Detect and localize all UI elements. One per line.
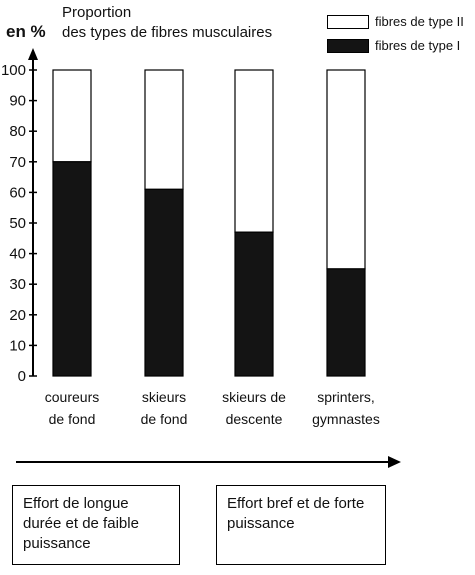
- x-category-label: skieurs: [142, 389, 186, 405]
- bar-type-ii: [52, 69, 92, 163]
- y-axis-unit-label: en %: [6, 22, 46, 41]
- y-tick-label: 90: [9, 93, 26, 110]
- chart-subtitle: des types de fibres musculaires: [62, 24, 273, 41]
- y-tick-label: 50: [9, 215, 26, 232]
- legend-swatch-type-i: [327, 38, 369, 53]
- bar-type-i: [144, 188, 184, 377]
- bar-type-i: [326, 268, 366, 377]
- bar-type-ii: [234, 69, 274, 233]
- y-tick-label: 20: [9, 307, 26, 324]
- x-category-label: sprinters,: [317, 389, 375, 405]
- x-category-label: skieurs de: [222, 389, 286, 405]
- legend-item-type-i: fibres de type I: [327, 38, 460, 53]
- y-tick-label: 100: [1, 62, 26, 79]
- y-tick-label: 0: [18, 368, 26, 385]
- y-tick-label: 60: [9, 184, 26, 201]
- bar-type-i: [234, 231, 274, 377]
- x-category-label: gymnastes: [312, 411, 380, 427]
- y-tick-label: 80: [9, 123, 26, 140]
- legend-label-type-ii: fibres de type II: [375, 14, 464, 29]
- caption-short-effort: Effort bref et de forte puissance: [216, 485, 386, 565]
- chart-title: Proportion: [62, 4, 132, 21]
- y-tick-label: 70: [9, 154, 26, 171]
- y-tick-label: 30: [9, 276, 26, 293]
- legend-item-type-ii: fibres de type II: [327, 14, 464, 29]
- bar-type-ii: [144, 69, 184, 190]
- effort-arrow-head: [388, 456, 401, 468]
- x-category-label: de fond: [49, 411, 96, 427]
- caption-long-effort: Effort de longue durée et de faible puis…: [12, 485, 180, 565]
- bar-type-i: [52, 161, 92, 377]
- y-tick-label: 10: [9, 337, 26, 354]
- x-category-label: descente: [226, 411, 283, 427]
- legend-swatch-type-ii: [327, 14, 369, 29]
- x-category-label: de fond: [141, 411, 188, 427]
- bar-type-ii: [326, 69, 366, 270]
- legend-label-type-i: fibres de type I: [375, 38, 461, 53]
- y-tick-label: 40: [9, 246, 26, 263]
- x-category-label: coureurs: [45, 389, 99, 405]
- y-axis-arrow: [28, 48, 38, 60]
